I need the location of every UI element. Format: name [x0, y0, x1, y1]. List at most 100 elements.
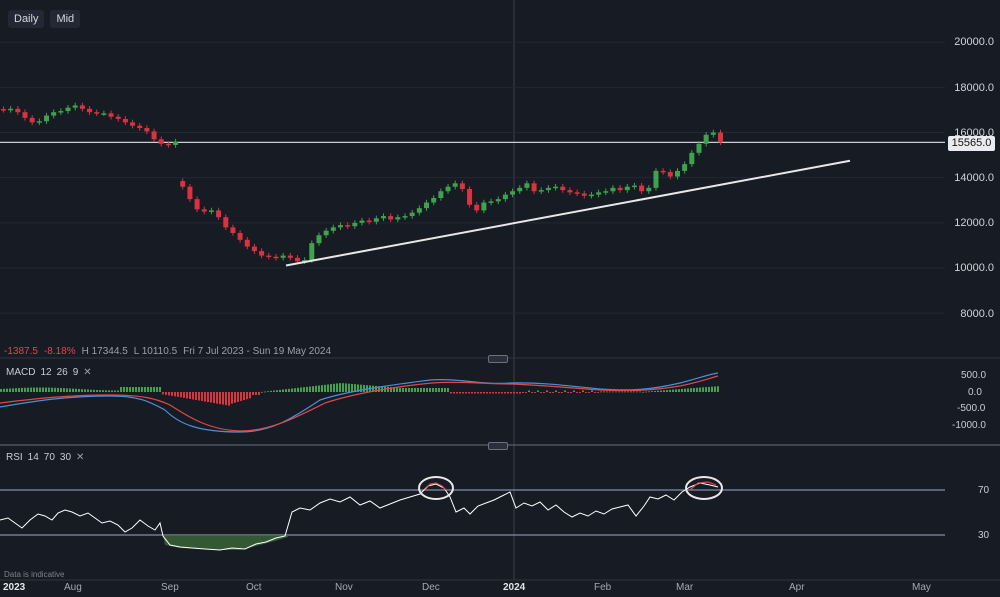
candle[interactable] [352, 222, 358, 227]
pane-resize-handle[interactable] [488, 442, 508, 450]
candle[interactable] [230, 227, 236, 234]
candle[interactable] [381, 216, 387, 219]
candle[interactable] [122, 118, 128, 123]
candle[interactable] [667, 172, 673, 177]
candle[interactable] [445, 186, 451, 192]
candle[interactable] [22, 112, 28, 118]
candle[interactable] [474, 204, 480, 211]
candle[interactable] [294, 257, 300, 262]
candle[interactable] [424, 202, 430, 209]
candle[interactable] [266, 255, 272, 258]
candle[interactable] [524, 183, 530, 188]
candle[interactable] [29, 117, 35, 123]
candle[interactable] [251, 246, 257, 252]
candle[interactable] [696, 143, 702, 153]
rsi-param-period[interactable]: 14 [27, 452, 39, 463]
candle[interactable] [588, 194, 594, 197]
candle[interactable] [180, 181, 186, 187]
candle[interactable] [345, 225, 351, 227]
candle[interactable] [481, 202, 487, 211]
candle[interactable] [115, 116, 121, 119]
candle[interactable] [495, 199, 501, 202]
candle[interactable] [409, 212, 415, 217]
close-icon[interactable]: ✕ [76, 452, 85, 463]
candle[interactable] [631, 185, 637, 188]
candle[interactable] [467, 188, 473, 205]
candle[interactable] [216, 210, 222, 218]
candle[interactable] [237, 233, 243, 240]
candle[interactable] [65, 107, 71, 112]
candle[interactable] [416, 208, 422, 213]
candle[interactable] [58, 111, 64, 113]
candle[interactable] [438, 191, 444, 199]
candle[interactable] [689, 152, 695, 165]
candle[interactable] [130, 122, 136, 126]
candle[interactable] [8, 108, 14, 111]
candle[interactable] [488, 201, 494, 203]
annotation-circle-mar[interactable] [685, 476, 723, 500]
candle[interactable] [553, 186, 559, 189]
candle[interactable] [273, 256, 279, 259]
candle[interactable] [101, 113, 107, 115]
candle[interactable] [302, 260, 308, 262]
candle[interactable] [137, 125, 143, 129]
candle[interactable] [1, 109, 6, 111]
candle[interactable] [208, 210, 214, 212]
candle[interactable] [718, 132, 723, 143]
candle[interactable] [510, 191, 516, 195]
candle[interactable] [459, 183, 465, 189]
candle[interactable] [337, 225, 343, 228]
candle[interactable] [187, 186, 193, 200]
candle[interactable] [660, 170, 666, 173]
rsi-param-lower[interactable]: 30 [59, 452, 72, 463]
candle[interactable] [581, 193, 587, 196]
candle[interactable] [703, 134, 709, 144]
candle[interactable] [359, 220, 365, 223]
candle[interactable] [388, 216, 394, 220]
candle[interactable] [617, 187, 623, 191]
candle[interactable] [201, 209, 207, 212]
annotation-circle-dec[interactable] [418, 476, 454, 500]
candle[interactable] [710, 132, 716, 135]
candle[interactable] [280, 255, 286, 258]
macd-param-slow[interactable]: 26 [56, 367, 68, 378]
candle[interactable] [366, 220, 372, 223]
candle[interactable] [44, 115, 50, 122]
candle[interactable] [309, 243, 315, 261]
close-icon[interactable]: ✕ [83, 367, 92, 378]
candle[interactable] [596, 192, 602, 195]
candle[interactable] [402, 216, 408, 218]
candle[interactable] [72, 105, 78, 108]
candle[interactable] [244, 239, 250, 247]
candle[interactable] [373, 218, 379, 222]
candle[interactable] [259, 251, 265, 256]
rsi-param-upper[interactable]: 70 [43, 452, 55, 463]
candle[interactable] [452, 183, 458, 187]
candle[interactable] [51, 112, 57, 116]
candle[interactable] [560, 186, 566, 191]
candle[interactable] [431, 198, 437, 203]
candle[interactable] [395, 217, 401, 220]
candle[interactable] [517, 187, 523, 192]
candle[interactable] [108, 113, 114, 117]
candle[interactable] [158, 139, 164, 144]
candle[interactable] [603, 191, 609, 193]
candle[interactable] [144, 128, 150, 132]
candle[interactable] [316, 235, 322, 244]
macd-param-signal[interactable]: 9 [72, 367, 79, 378]
candle[interactable] [223, 217, 229, 228]
candle[interactable] [287, 255, 293, 258]
candle[interactable] [639, 185, 645, 192]
candle[interactable] [173, 141, 179, 145]
candle[interactable] [502, 194, 508, 200]
candle[interactable] [194, 199, 200, 210]
candle[interactable] [165, 143, 171, 146]
pane-resize-handle[interactable] [488, 355, 508, 363]
candle[interactable] [87, 108, 93, 113]
candle[interactable] [653, 170, 659, 188]
candle[interactable] [94, 112, 100, 114]
macd-param-fast[interactable]: 12 [40, 367, 52, 378]
candle[interactable] [36, 121, 42, 123]
price-mode-button[interactable]: Mid [50, 10, 81, 28]
